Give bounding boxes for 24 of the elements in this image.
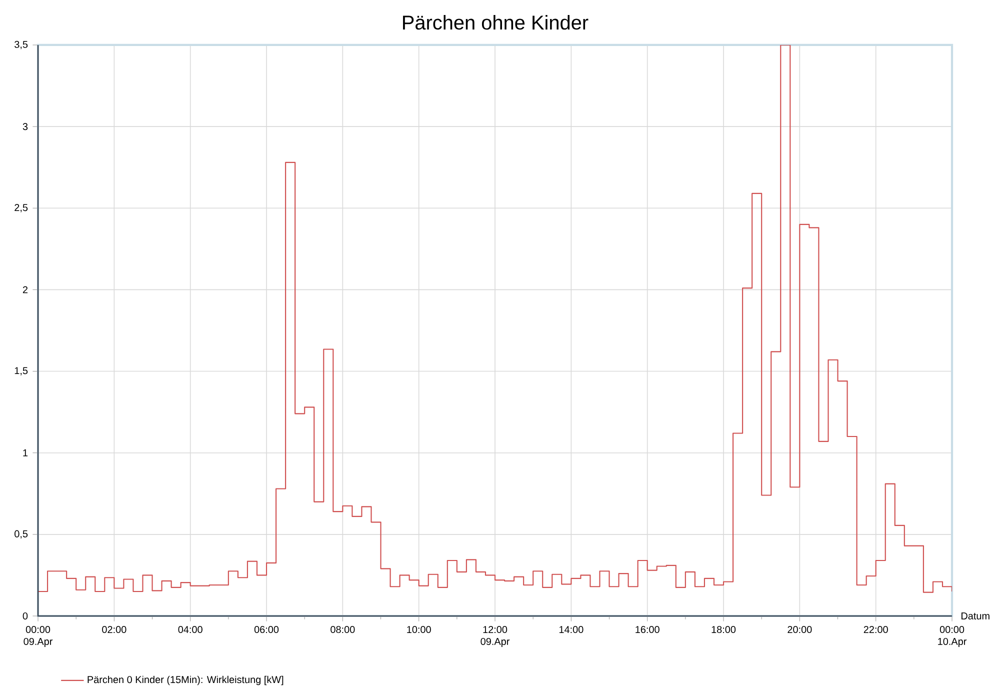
y-tick-label: 1,5 [14,367,28,376]
y-tick-label: 3,5 [14,40,28,50]
y-tick-label: 0 [22,612,28,620]
y-tick-label: 2 [22,286,28,294]
legend-label: Pärchen 0 Kinder (15Min): Wirkleistung [kW] [88,676,284,686]
x-tick-label: 06:00 [254,626,279,634]
x-tick-label: 18:00 [712,626,736,634]
x-axis-title: Datum [962,612,990,620]
x-tick-label: 20:00 [788,626,812,634]
y-tick-label: 3 [22,123,28,130]
x-tick-label: 10:00 [407,626,431,634]
x-tick-label: 12:00 09.Apr [480,626,510,647]
y-tick-label: 0,5 [14,530,28,539]
x-tick-label: 00:00 09.Apr [24,626,53,647]
x-tick-label: 16:00 [636,626,660,634]
y-tick-label: 2,5 [14,204,28,212]
x-tick-label: 02:00 [102,626,126,634]
chart-title: Pärchen ohne Kinder [403,15,588,30]
x-tick-label: 08:00 [330,626,355,634]
x-tick-label: 22:00 [864,626,888,634]
x-tick-label: 14:00 [559,626,584,634]
x-tick-label: 00:00 10.Apr [938,626,967,647]
y-tick-label: 1 [23,449,28,456]
x-tick-label: 04:00 [178,626,202,634]
